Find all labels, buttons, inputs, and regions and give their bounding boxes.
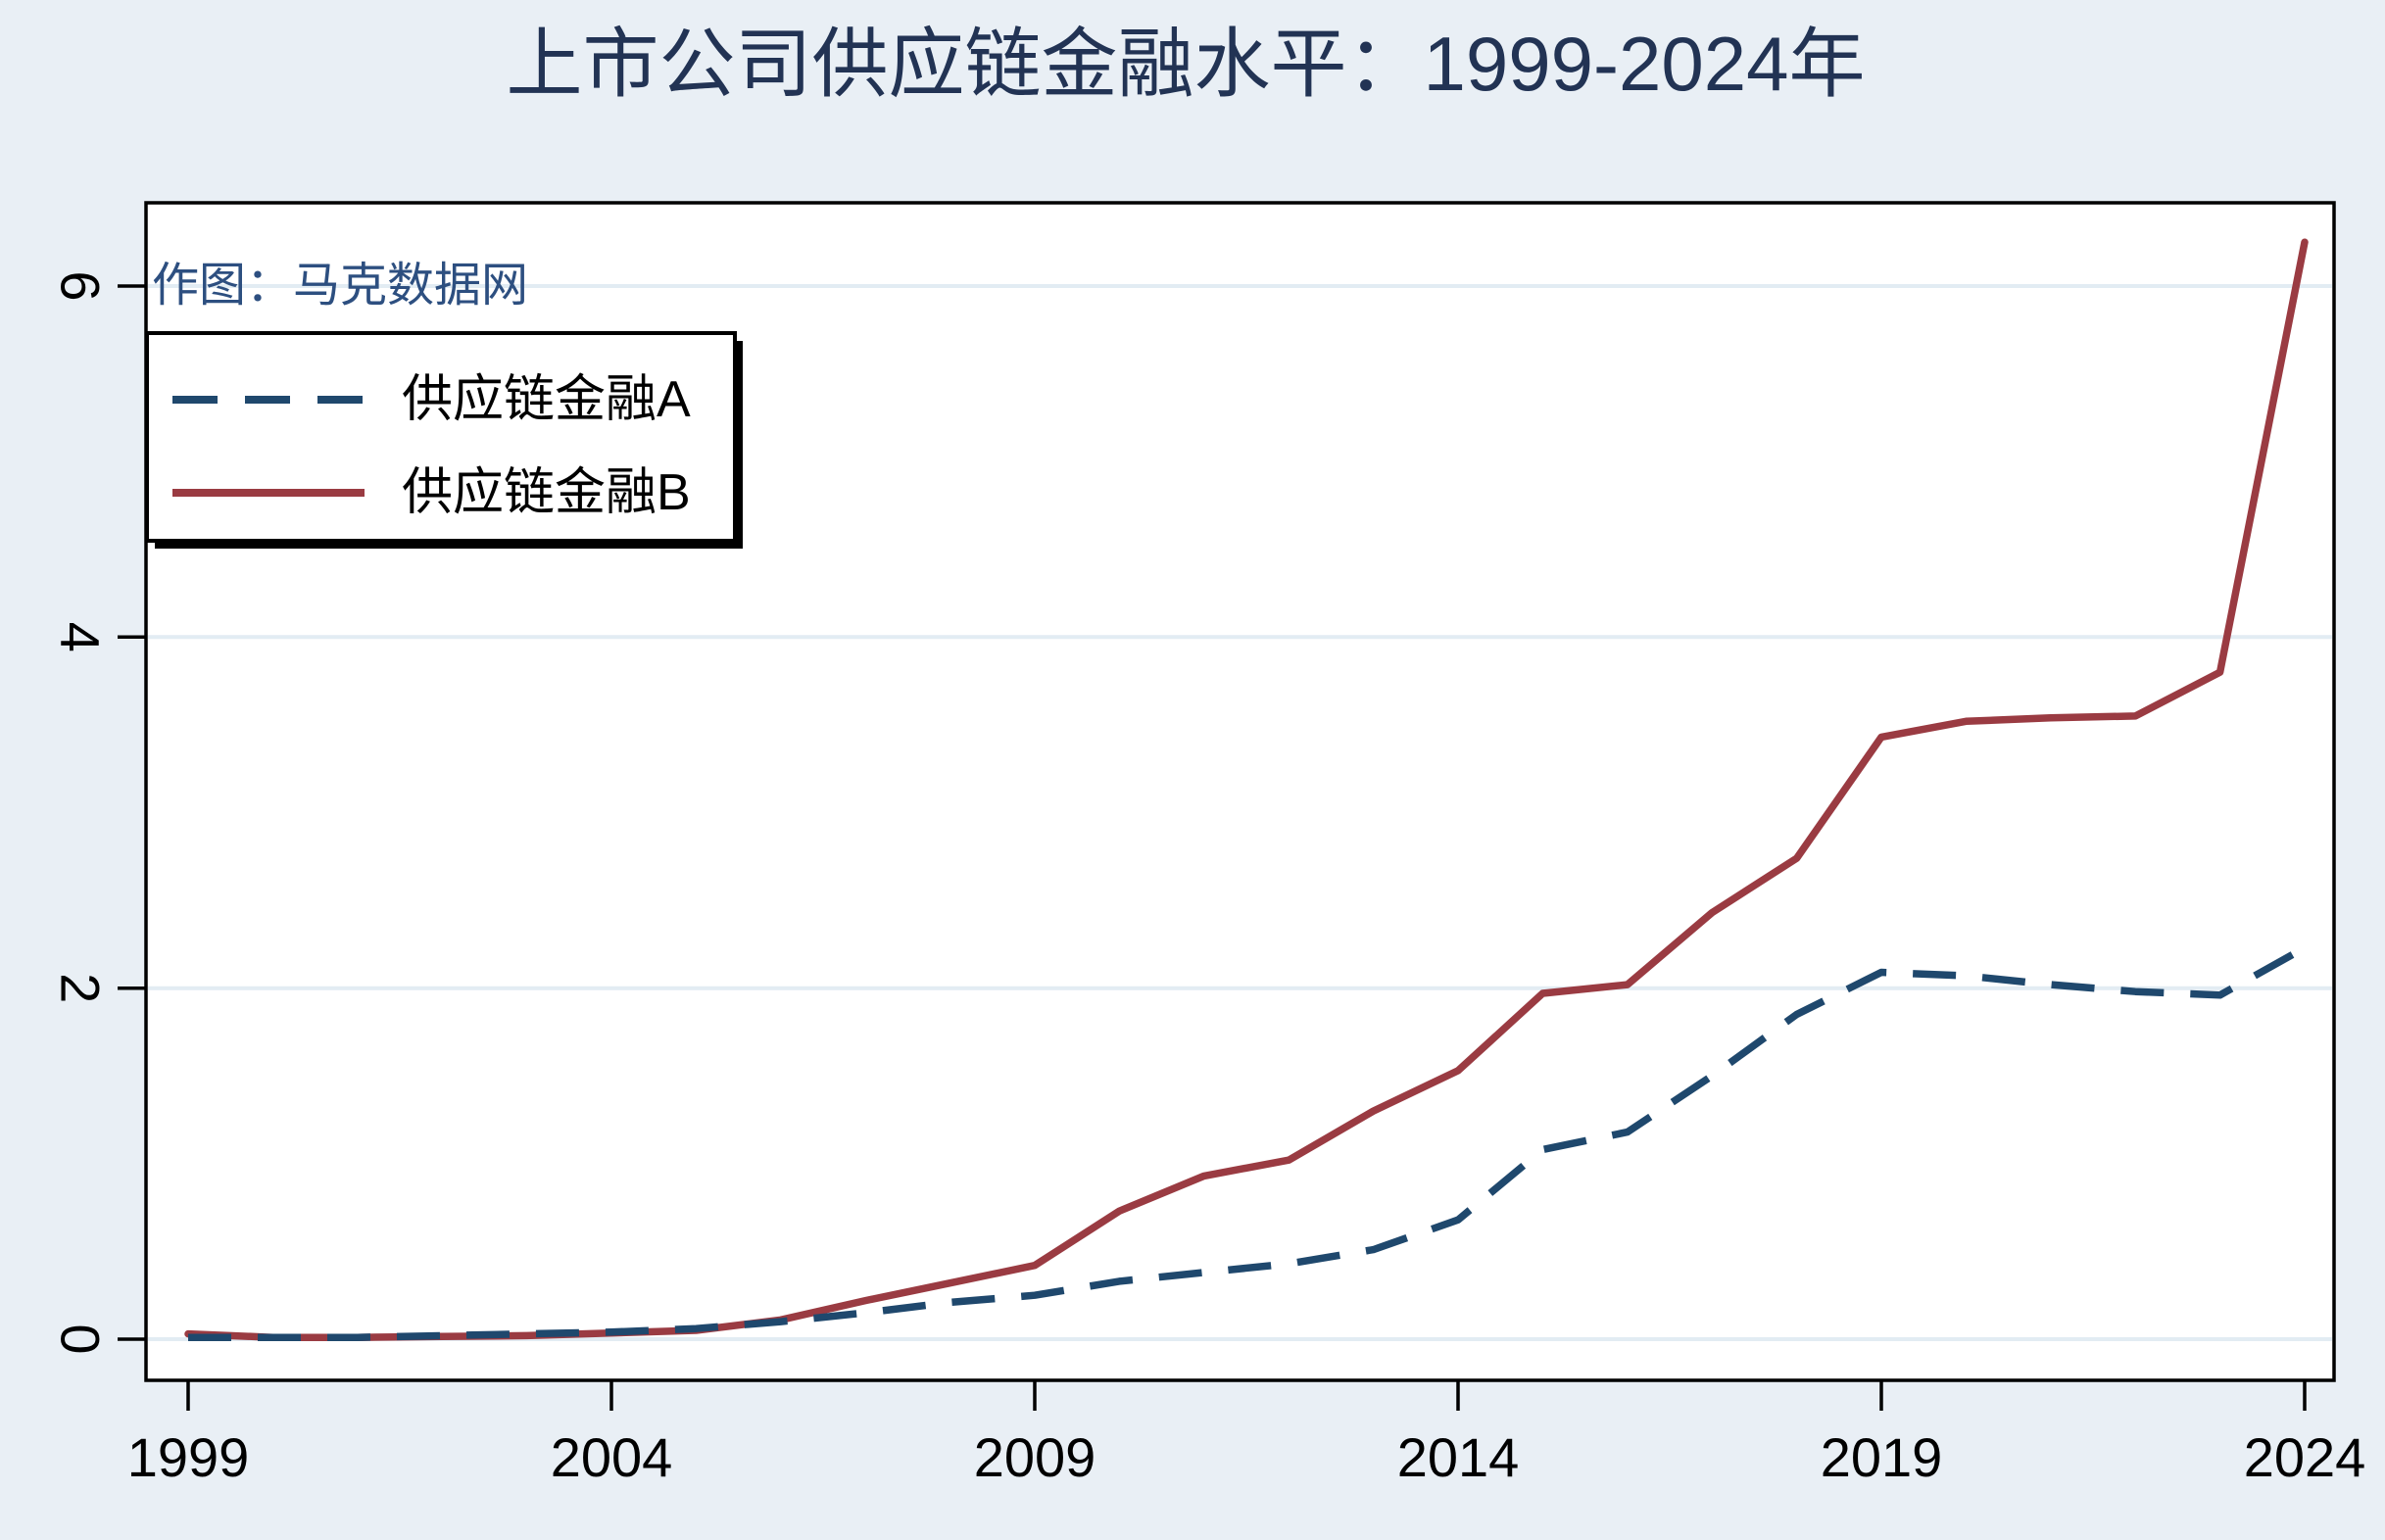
x-tick-label-2004: 2004 (551, 1426, 673, 1488)
x-tick-label-1999: 1999 (127, 1426, 250, 1488)
legend-box (145, 331, 737, 543)
y-tick-label-4: 4 (50, 622, 112, 652)
series-a-line (188, 944, 2307, 1341)
watermark-text: 作图：马克数据网 (152, 260, 528, 312)
legend-label-series-a: 供应链金融A (402, 371, 691, 428)
y-tick-label-0: 0 (50, 1323, 112, 1354)
x-tick-label-2024: 2024 (2244, 1426, 2366, 1488)
x-tick-label-2019: 2019 (1821, 1426, 1943, 1488)
y-tick-label-6: 6 (50, 270, 112, 301)
legend: 供应链金融A 供应链金融B (145, 331, 743, 549)
chart-title: 上市公司供应链金融水平：1999-2024年 (506, 21, 1865, 107)
x-axis-ticks (186, 1380, 2307, 1411)
y-tick-label-2: 2 (50, 973, 112, 1003)
x-tick-label-2014: 2014 (1397, 1426, 1520, 1488)
x-tick-label-2009: 2009 (974, 1426, 1096, 1488)
y-axis-ticks (118, 284, 146, 1341)
legend-label-series-b: 供应链金融B (402, 464, 691, 521)
y-axis-labels: 0 2 4 6 (50, 270, 112, 1354)
x-axis-labels: 1999 2004 2009 2014 2019 2024 (127, 1426, 2366, 1488)
